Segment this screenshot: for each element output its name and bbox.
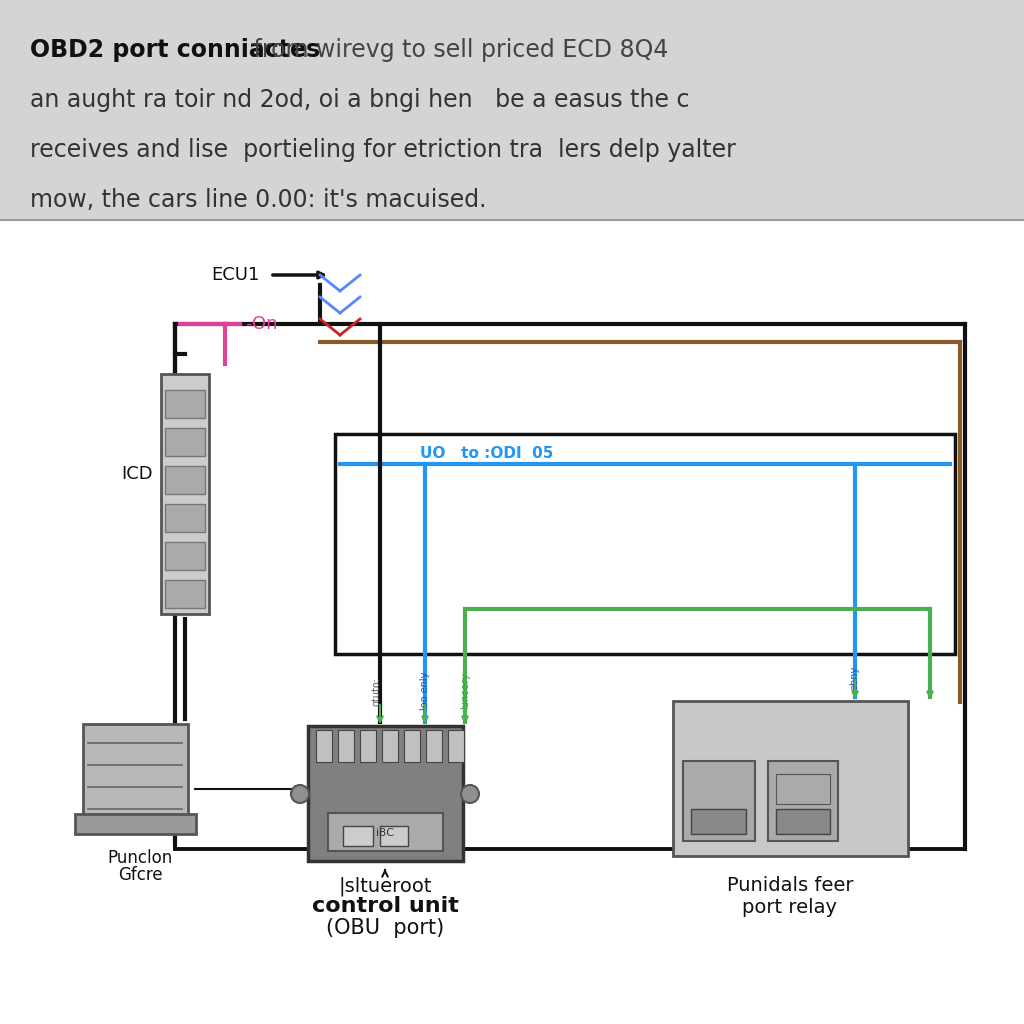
Bar: [343, 826, 373, 846]
Text: mow, the cars line 0.00: it's macuised.: mow, the cars line 0.00: it's macuised.: [30, 188, 486, 212]
Bar: [404, 730, 420, 762]
Bar: [0, 0, 1024, 220]
Bar: [308, 726, 463, 861]
Bar: [75, 814, 196, 834]
Bar: [165, 428, 205, 456]
Text: loo enly: loo enly: [420, 672, 430, 711]
Text: lunoory: lunoory: [460, 673, 470, 710]
Text: receives and lise  portieling for etriction tra  lers delp yalter: receives and lise portieling for etricti…: [30, 138, 736, 162]
Bar: [161, 374, 209, 614]
Bar: [426, 730, 442, 762]
Bar: [165, 580, 205, 608]
Bar: [691, 809, 746, 834]
Bar: [165, 466, 205, 494]
Bar: [776, 774, 830, 804]
Text: from wirevg to sell priced ECD 8Q4: from wirevg to sell priced ECD 8Q4: [246, 38, 669, 62]
Bar: [776, 809, 830, 834]
Bar: [175, 324, 965, 849]
Text: an aught ra toir nd 2od, oi a bngi hen   be a easus the c: an aught ra toir nd 2od, oi a bngi hen b…: [30, 88, 689, 112]
Text: -On: -On: [245, 315, 278, 333]
Bar: [673, 701, 908, 856]
Bar: [328, 813, 443, 851]
Bar: [382, 730, 398, 762]
Bar: [449, 730, 464, 762]
Bar: [165, 390, 205, 418]
Bar: [360, 730, 376, 762]
Text: i8C: i8C: [376, 828, 394, 838]
Bar: [165, 504, 205, 532]
Text: Punidals feer: Punidals feer: [727, 876, 853, 895]
Bar: [0, 220, 1024, 1024]
Bar: [380, 826, 408, 846]
Bar: [165, 542, 205, 570]
Bar: [316, 730, 332, 762]
Bar: [83, 724, 188, 819]
Bar: [683, 761, 755, 841]
Text: port relay: port relay: [742, 898, 838, 918]
Circle shape: [461, 785, 479, 803]
Bar: [768, 761, 838, 841]
Text: ebny: ebny: [850, 666, 860, 690]
Text: Punclon: Punclon: [108, 849, 173, 867]
Text: OBD2 port conniactes: OBD2 port conniactes: [30, 38, 321, 62]
Text: otuto:: otuto:: [372, 677, 382, 706]
Circle shape: [291, 785, 309, 803]
Text: ECU1: ECU1: [212, 266, 260, 284]
Bar: [335, 434, 955, 654]
Text: ICD: ICD: [122, 465, 153, 483]
Text: (OBU  port): (OBU port): [326, 918, 444, 938]
Text: UO   to :ODI  05: UO to :ODI 05: [420, 446, 553, 461]
Bar: [338, 730, 354, 762]
Text: Gfcre: Gfcre: [118, 866, 163, 884]
Text: |sltueroot: |sltueroot: [338, 876, 432, 896]
Text: control unit: control unit: [311, 896, 459, 916]
